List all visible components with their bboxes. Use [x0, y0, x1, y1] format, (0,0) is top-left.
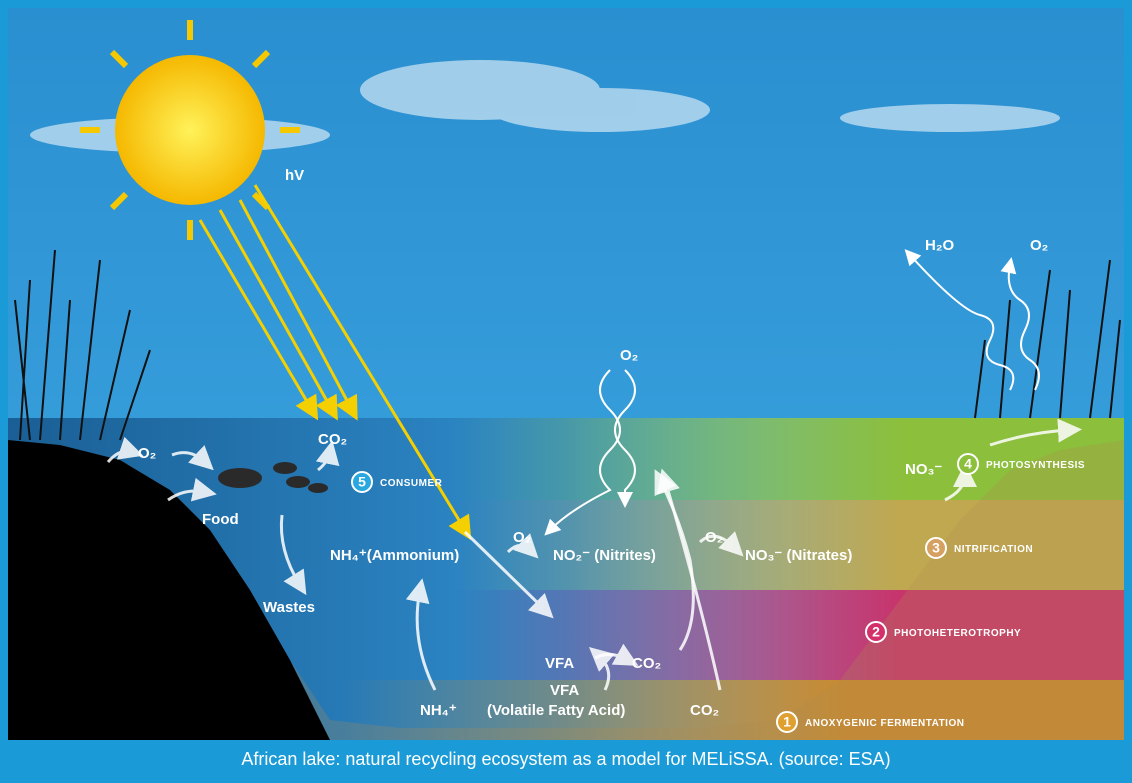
zone-number: 3	[932, 540, 940, 556]
zone-name: ANOXYGENIC FERMENTATION	[805, 718, 964, 729]
label: O₂	[513, 529, 531, 546]
zone-number: 2	[872, 624, 880, 640]
label: O₂	[138, 445, 156, 462]
zone-name: PHOTOHETEROTROPHY	[894, 628, 1021, 639]
label: Food	[202, 511, 239, 528]
zone-name: CONSUMER	[380, 478, 443, 489]
label: O₂	[1030, 237, 1048, 254]
label: NH₄⁺(Ammonium)	[330, 547, 459, 564]
label: NO₃⁻ (Nitrates)	[745, 547, 852, 564]
label: CO₂	[318, 431, 347, 448]
label: hV	[285, 167, 304, 184]
label: VFA	[550, 682, 579, 699]
label: Wastes	[263, 599, 315, 616]
zone-number: 1	[783, 714, 791, 730]
label: VFA	[545, 655, 574, 672]
zone-name: PHOTOSYNTHESIS	[986, 460, 1085, 471]
label: NH₄⁺	[420, 702, 457, 719]
zone-number: 5	[358, 474, 366, 490]
zone-number: 4	[964, 456, 972, 472]
label: CO₂	[690, 702, 719, 719]
label: (Volatile Fatty Acid)	[487, 702, 625, 719]
label: O₂	[705, 529, 723, 546]
label: H₂O	[925, 237, 954, 254]
label: NO₃⁻	[905, 461, 942, 478]
caption: African lake: natural recycling ecosyste…	[241, 749, 890, 769]
label: CO₂	[632, 655, 661, 672]
diagram: hV O₂ CO₂ Food Wastes NH₄⁺(Ammonium) O₂ …	[0, 0, 1132, 778]
label: O₂	[620, 347, 638, 364]
label: NO₂⁻ (Nitrites)	[553, 547, 656, 564]
zone-name: NITRIFICATION	[954, 544, 1033, 555]
